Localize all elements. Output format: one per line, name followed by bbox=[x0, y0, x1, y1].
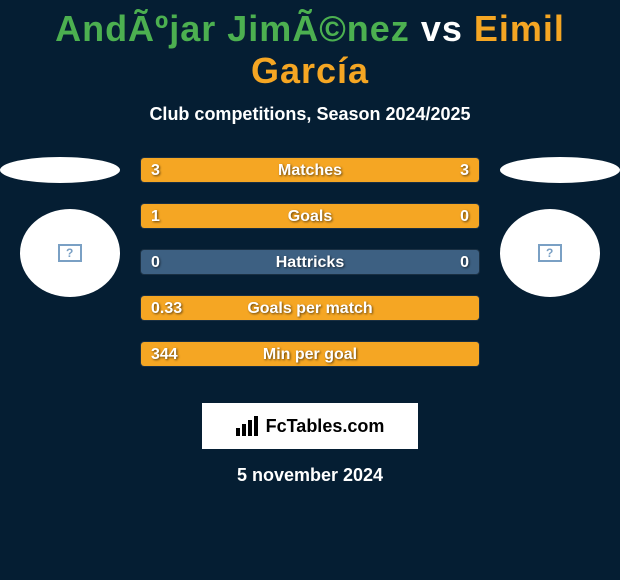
page-title: AndÃºjar JimÃ©nez vs Eimil García bbox=[0, 0, 620, 92]
player1-avatar bbox=[20, 209, 120, 297]
stat-bar: 344Min per goal bbox=[140, 341, 480, 367]
player2-avatar bbox=[500, 209, 600, 297]
left-ellipse bbox=[0, 157, 120, 183]
stat-bar: 33Matches bbox=[140, 157, 480, 183]
title-vs: vs bbox=[421, 8, 463, 49]
fctables-logo: FcTables.com bbox=[202, 403, 418, 449]
stat-label: Min per goal bbox=[141, 342, 479, 367]
bar-chart-icon bbox=[236, 416, 258, 436]
stat-bar: 10Goals bbox=[140, 203, 480, 229]
placeholder-icon bbox=[538, 244, 562, 262]
stat-bars: 33Matches 10Goals 00Hattricks 0.33Goals per… bbox=[140, 157, 480, 387]
placeholder-icon bbox=[58, 244, 82, 262]
right-ellipse bbox=[500, 157, 620, 183]
comparison-arena: 33Matches 10Goals 00Hattricks 0.33Goals per… bbox=[0, 157, 620, 387]
subtitle: Club competitions, Season 2024/2025 bbox=[0, 104, 620, 125]
title-player1: AndÃºjar JimÃ©nez bbox=[55, 8, 410, 49]
stat-label: Goals per match bbox=[141, 296, 479, 321]
stat-bar: 00Hattricks bbox=[140, 249, 480, 275]
stat-bar: 0.33Goals per match bbox=[140, 295, 480, 321]
stat-label: Hattricks bbox=[141, 250, 479, 275]
date-label: 5 november 2024 bbox=[0, 465, 620, 486]
logo-text: FcTables.com bbox=[266, 416, 385, 437]
stat-label: Matches bbox=[141, 158, 479, 183]
stat-label: Goals bbox=[141, 204, 479, 229]
